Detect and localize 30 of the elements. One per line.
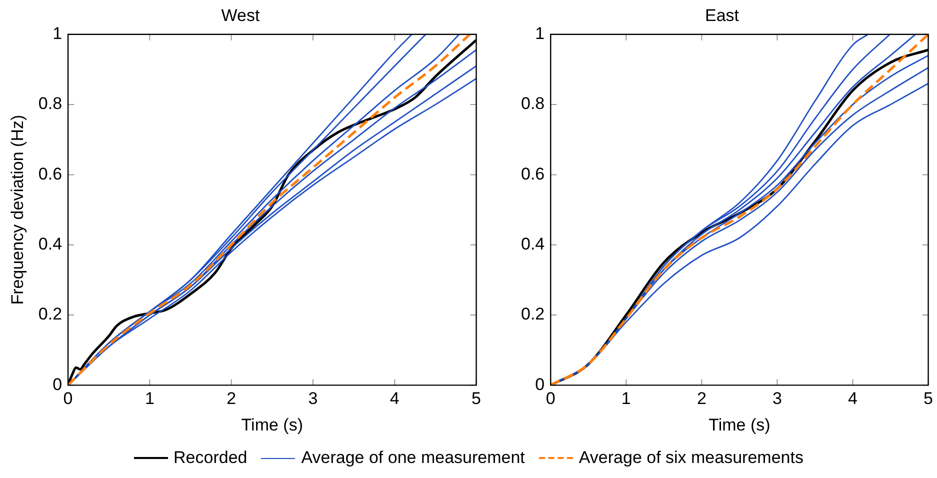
x-axis-title: Time (s) <box>241 415 304 434</box>
y-tick-label: 1 <box>52 24 62 44</box>
y-tick-label: 0.6 <box>38 164 62 184</box>
y-tick-label: 0.8 <box>38 94 62 114</box>
y-tick-label: 0.2 <box>520 304 545 324</box>
x-tick-label: 3 <box>308 389 318 408</box>
legend-label: Average of six measurements <box>578 448 804 468</box>
chart-title: East <box>704 6 740 25</box>
legend-label: Recorded <box>174 448 248 468</box>
x-tick-label: 5 <box>472 389 482 408</box>
x-tick-label: 4 <box>848 389 858 408</box>
x-tick-label: 2 <box>696 389 706 408</box>
chart-title: West <box>221 6 260 25</box>
y-tick-label: 0.6 <box>520 164 545 184</box>
y-axis-title: Frequency deviation (Hz) <box>8 114 27 305</box>
y-tick-label: 0 <box>535 374 545 394</box>
y-tick-label: 0.8 <box>520 94 545 114</box>
x-tick-label: 1 <box>144 389 154 408</box>
y-tick-label: 0.4 <box>520 234 545 254</box>
x-axis-title: Time (s) <box>708 415 770 434</box>
x-tick-label: 2 <box>226 389 236 408</box>
x-tick-label: 3 <box>772 389 782 408</box>
y-tick-label: 1 <box>535 24 545 44</box>
x-tick-label: 5 <box>924 389 934 408</box>
y-tick-label: 0.4 <box>38 234 62 254</box>
y-tick-label: 0.2 <box>38 304 62 324</box>
y-tick-label: 0 <box>52 374 62 394</box>
x-tick-label: 4 <box>390 389 400 408</box>
legend-label: Average of one measurement <box>301 448 525 468</box>
x-tick-label: 1 <box>621 389 631 408</box>
